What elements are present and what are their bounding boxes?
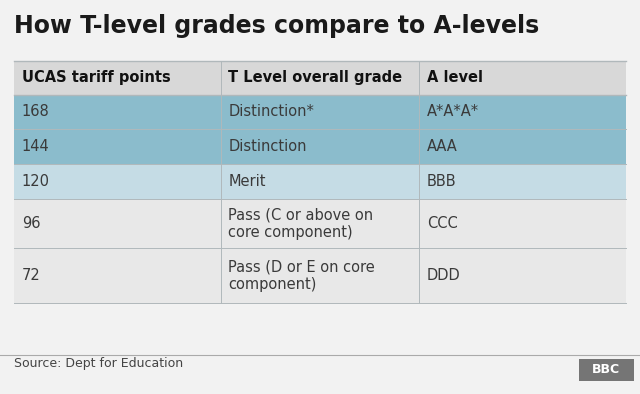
Text: CCC: CCC bbox=[427, 216, 458, 231]
Bar bbox=[14, 129, 626, 164]
Bar bbox=[14, 95, 626, 129]
Bar bbox=[14, 248, 626, 303]
Text: 168: 168 bbox=[22, 104, 49, 119]
Text: 96: 96 bbox=[22, 216, 40, 231]
Text: 72: 72 bbox=[22, 268, 40, 283]
Text: Source: Dept for Education: Source: Dept for Education bbox=[14, 357, 183, 370]
Text: Distinction: Distinction bbox=[228, 139, 307, 154]
Text: Pass (C or above on
core component): Pass (C or above on core component) bbox=[228, 207, 374, 240]
Text: Distinction*: Distinction* bbox=[228, 104, 314, 119]
Text: 144: 144 bbox=[22, 139, 49, 154]
Text: T Level overall grade: T Level overall grade bbox=[228, 70, 403, 85]
Text: Merit: Merit bbox=[228, 174, 266, 189]
Text: DDD: DDD bbox=[427, 268, 461, 283]
Text: A level: A level bbox=[427, 70, 483, 85]
Text: AAA: AAA bbox=[427, 139, 458, 154]
Text: UCAS tariff points: UCAS tariff points bbox=[22, 70, 170, 85]
Text: A*A*A*: A*A*A* bbox=[427, 104, 479, 119]
Bar bbox=[14, 199, 626, 248]
Text: How T-level grades compare to A-levels: How T-level grades compare to A-levels bbox=[14, 14, 540, 38]
Bar bbox=[14, 61, 626, 95]
Bar bbox=[579, 359, 634, 381]
Text: Pass (D or E on core
component): Pass (D or E on core component) bbox=[228, 260, 375, 292]
Bar bbox=[14, 164, 626, 199]
Text: BBB: BBB bbox=[427, 174, 456, 189]
Text: BBC: BBC bbox=[593, 364, 620, 376]
Text: 120: 120 bbox=[22, 174, 50, 189]
